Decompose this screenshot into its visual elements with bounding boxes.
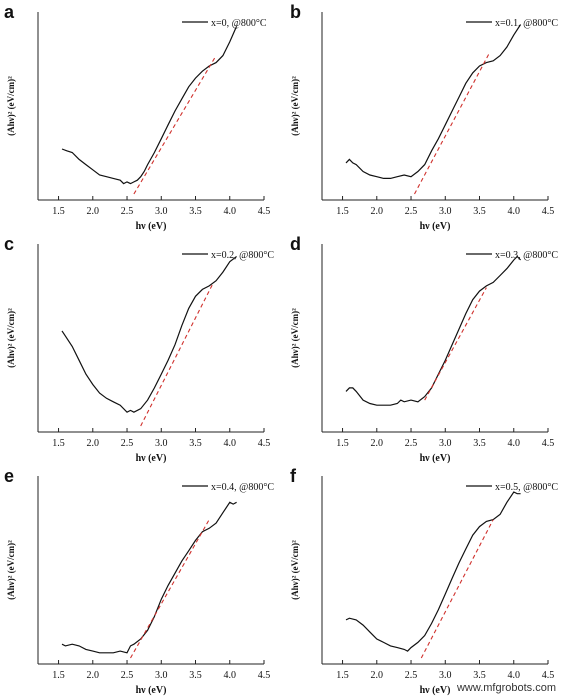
panel-letter-c: c [4, 234, 15, 254]
x-tick-label: 2.0 [87, 670, 100, 681]
legend-label: x=0.5, @800°C [495, 482, 558, 493]
x-tick-label: 2.5 [405, 438, 418, 449]
absorption-curve [61, 501, 237, 654]
x-tick-label: 3.5 [473, 206, 486, 217]
x-tick-label: 3.0 [439, 206, 452, 217]
y-axis-label: (Ahν)² (eV/cm)² [6, 76, 16, 136]
linear-fit-line [133, 55, 217, 195]
x-tick-label: 4.5 [258, 670, 271, 681]
linear-fit-line [140, 283, 214, 427]
x-tick-label: 2.5 [121, 206, 134, 217]
y-axis-label: (Ahν)² (eV/cm)² [290, 540, 300, 600]
x-tick-label: 2.0 [371, 438, 384, 449]
x-tick-label: 3.5 [189, 206, 202, 217]
x-tick-label: 2.0 [371, 206, 384, 217]
linear-fit-line [420, 519, 494, 659]
x-tick-label: 3.0 [155, 670, 168, 681]
panel-letter-e: e [4, 466, 15, 486]
x-tick-label: 3.0 [155, 438, 168, 449]
y-axis-label: (Ahν)² (eV/cm)² [6, 540, 16, 600]
panel-letter-f: f [290, 466, 296, 486]
x-axis-label: hν (eV) [420, 221, 451, 232]
x-tick-label: 2.0 [87, 206, 100, 217]
x-tick-label: 1.5 [336, 670, 349, 681]
linear-fit-line [130, 519, 210, 659]
x-axis-label: hν (eV) [420, 685, 451, 696]
absorption-curve [61, 256, 237, 413]
x-axis-label: hν (eV) [136, 685, 167, 696]
legend-label: x=0.2, @800°C [211, 250, 274, 261]
watermark: www.mfgrobots.com [453, 682, 559, 694]
legend-label: x=0.1, @800°C [495, 18, 558, 29]
x-tick-label: 4.0 [508, 438, 521, 449]
x-tick-label: 1.5 [52, 438, 65, 449]
x-tick-label: 4.5 [542, 670, 555, 681]
x-tick-label: 3.5 [189, 438, 202, 449]
x-tick-label: 2.5 [405, 206, 418, 217]
x-tick-label: 4.5 [542, 438, 555, 449]
x-tick-label: 4.0 [224, 438, 237, 449]
y-axis-label: (Ahν)² (eV/cm)² [6, 308, 16, 368]
x-tick-label: 3.0 [439, 670, 452, 681]
chart-panel-f: 1.5 2.0 2.5 3.0 3.5 4.0 4.5 hν (eV) (Ahν)² (eV/c… [290, 476, 558, 696]
x-axis-label: hν (eV) [136, 221, 167, 232]
absorption-curve [345, 24, 522, 179]
linear-fit-line [424, 287, 487, 401]
x-tick-label: 2.0 [371, 670, 384, 681]
panel-letter-b: b [290, 2, 301, 22]
x-tick-label: 4.0 [508, 670, 521, 681]
x-tick-label: 2.5 [121, 670, 134, 681]
x-tick-label: 2.0 [87, 438, 100, 449]
x-tick-label: 2.5 [121, 438, 134, 449]
linear-fit-line [414, 51, 491, 195]
legend-label: x=0.3, @800°C [495, 250, 558, 261]
x-tick-label: 3.0 [155, 206, 168, 217]
x-tick-label: 4.5 [258, 438, 271, 449]
panel-letter-d: d [290, 234, 301, 254]
x-tick-label: 3.0 [439, 438, 452, 449]
legend-label: x=0.4, @800°C [211, 482, 274, 493]
x-tick-label: 2.5 [405, 670, 418, 681]
x-axis-label: hν (eV) [420, 453, 451, 464]
y-axis-label: (Ahν)² (eV/cm)² [290, 308, 300, 368]
chart-panel-a: 1.5 2.0 2.5 3.0 3.5 4.0 4.5 hν (eV) (Ahν)² (eV/c… [6, 12, 271, 232]
x-tick-label: 1.5 [52, 670, 65, 681]
x-tick-label: 4.5 [258, 206, 271, 217]
x-tick-label: 3.5 [189, 670, 202, 681]
chart-panel-e: 1.5 2.0 2.5 3.0 3.5 4.0 4.5 hν (eV) (Ahν)² (eV/c… [6, 476, 274, 696]
chart-panel-d: 1.5 2.0 2.5 3.0 3.5 4.0 4.5 hν (eV) (Ahν)² (eV/c… [290, 244, 558, 464]
x-tick-label: 3.5 [473, 438, 486, 449]
x-tick-label: 4.0 [224, 206, 237, 217]
x-tick-label: 4.0 [508, 206, 521, 217]
absorption-curve [345, 255, 522, 406]
y-axis-label: (Ahν)² (eV/cm)² [290, 76, 300, 136]
x-axis-label: hν (eV) [136, 453, 167, 464]
x-tick-label: 4.5 [542, 206, 555, 217]
x-tick-label: 1.5 [336, 438, 349, 449]
x-tick-label: 1.5 [336, 206, 349, 217]
legend-label: x=0, @800°C [211, 18, 267, 29]
x-tick-label: 3.5 [473, 670, 486, 681]
x-tick-label: 4.0 [224, 670, 237, 681]
chart-panel-c: 1.5 2.0 2.5 3.0 3.5 4.0 4.5 hν (eV) (Ahν)² (eV/c… [6, 244, 274, 464]
chart-panel-b: 1.5 2.0 2.5 3.0 3.5 4.0 4.5 hν (eV) (Ahν)² (eV/c… [290, 12, 558, 232]
absorption-curve [61, 25, 238, 185]
panel-letter-a: a [4, 2, 15, 22]
absorption-curve [345, 491, 521, 652]
x-tick-label: 1.5 [52, 206, 65, 217]
